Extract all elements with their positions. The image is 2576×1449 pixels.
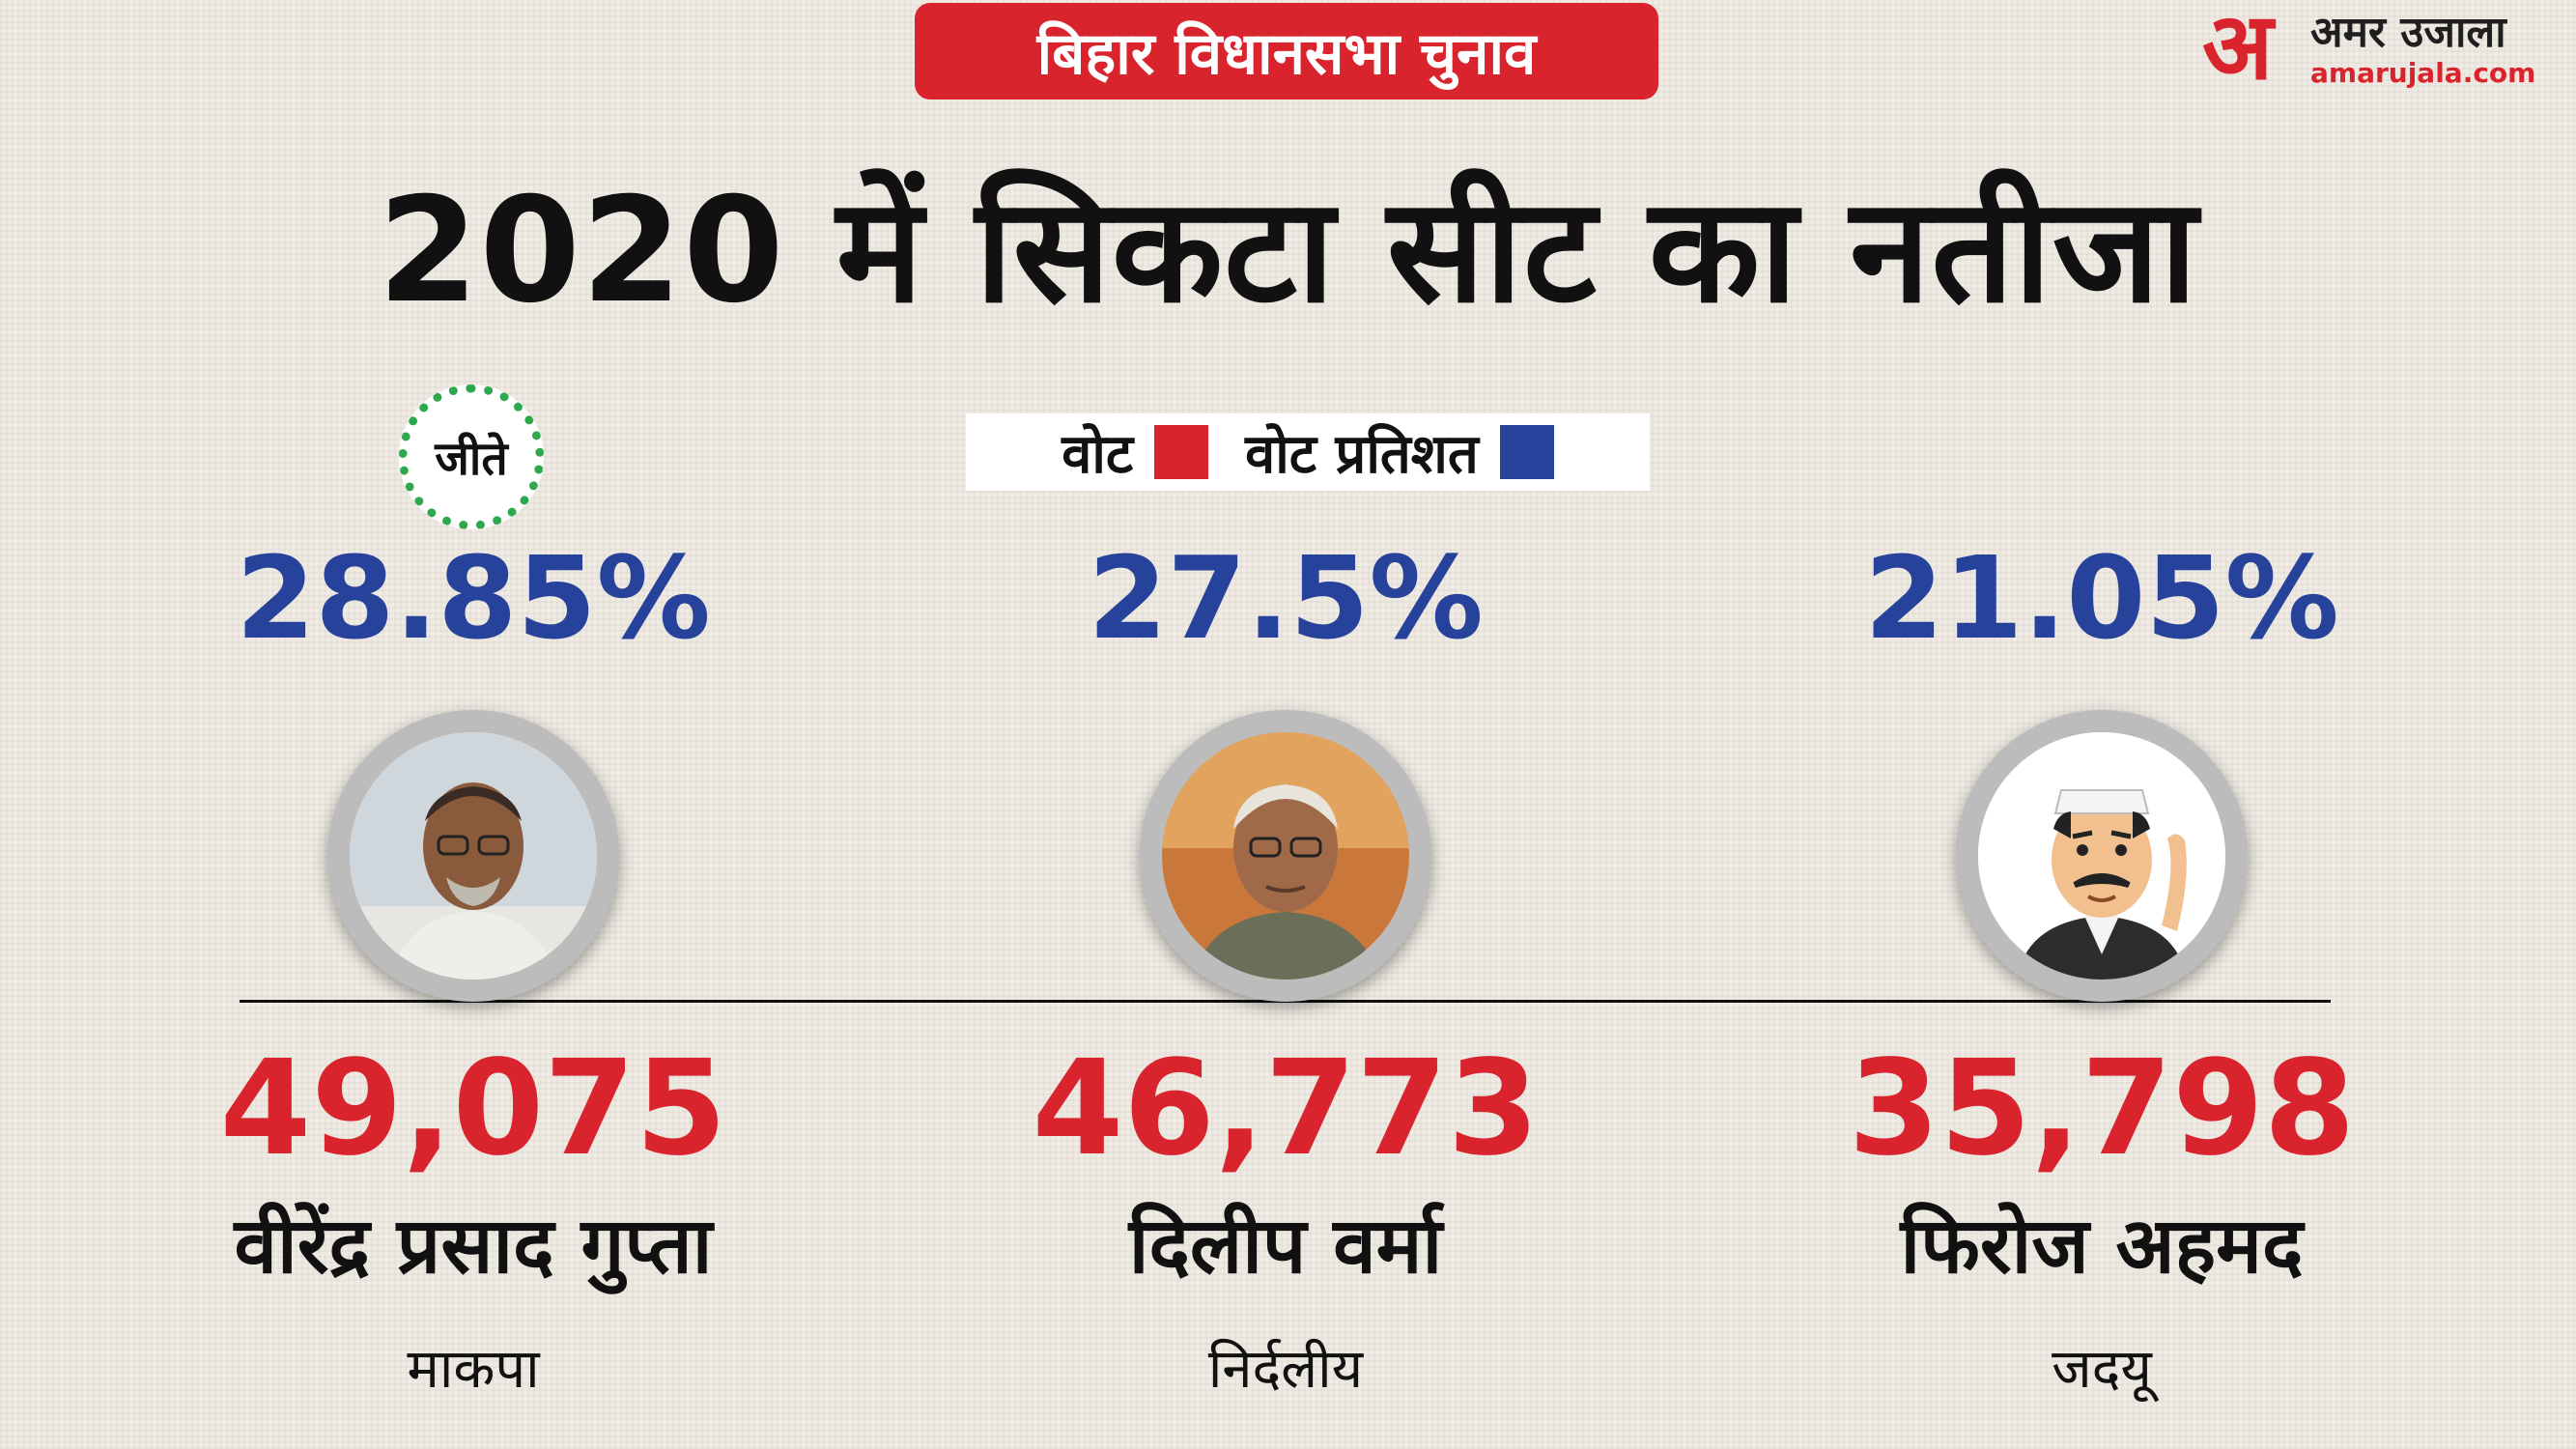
candidate-name: फिरोज अहमद bbox=[1900, 1201, 2304, 1291]
candidate-card: 28.85% 49,075 वीरेंद्र प्रसाद गुप्ता माक… bbox=[116, 531, 831, 1397]
vote-share: 28.85% bbox=[236, 531, 711, 665]
legend-votes-swatch bbox=[1154, 425, 1209, 479]
brand-logo[interactable]: अ अमर उजाला amarujala.com bbox=[2202, 0, 2569, 100]
vote-share: 27.5% bbox=[1088, 531, 1484, 665]
party-name: माकपा bbox=[407, 1338, 540, 1401]
candidate-name: दिलीप वर्मा bbox=[1128, 1201, 1443, 1291]
legend-percent-label: वोट प्रतिशत bbox=[1245, 423, 1479, 486]
legend-votes-label: वोट bbox=[1062, 423, 1134, 486]
party-name: जदयू bbox=[2052, 1338, 2152, 1401]
candidate-photo-frame bbox=[1956, 710, 2248, 1002]
candidate-photo-frame bbox=[327, 710, 619, 1002]
candidate-name: वीरेंद्र प्रसाद गुप्ता bbox=[234, 1201, 713, 1291]
candidate-photo-frame bbox=[1140, 710, 1431, 1002]
candidate-card: 21.05% 35,798 फिरोज अहमद जदयू bbox=[1744, 531, 2459, 1397]
vote-count: 49,075 bbox=[219, 1033, 727, 1185]
vote-count: 46,773 bbox=[1032, 1033, 1540, 1185]
candidate-photo bbox=[350, 732, 597, 980]
vote-count: 35,798 bbox=[1848, 1033, 2356, 1185]
logo-url: amarujala.com bbox=[2310, 57, 2536, 89]
logo-mark: अ bbox=[2202, 0, 2274, 100]
legend: वोट वोट प्रतिशत bbox=[966, 413, 1650, 491]
section-badge: बिहार विधानसभा चुनाव bbox=[915, 3, 1658, 99]
candidate-illustration bbox=[1978, 732, 2225, 980]
legend-percent-swatch bbox=[1499, 425, 1554, 479]
candidate-photo bbox=[1162, 732, 1409, 980]
vote-share: 21.05% bbox=[1864, 531, 2339, 665]
winner-badge: जीते bbox=[399, 384, 544, 529]
party-name: निर्दलीय bbox=[1207, 1338, 1364, 1401]
page-title: 2020 में सिकटा सीट का नतीजा bbox=[378, 167, 2198, 335]
candidate-card: 27.5% 46,773 दिलीप वर्मा निर्दलीय bbox=[928, 531, 1643, 1397]
logo-name: अमर उजाला bbox=[2310, 8, 2506, 57]
